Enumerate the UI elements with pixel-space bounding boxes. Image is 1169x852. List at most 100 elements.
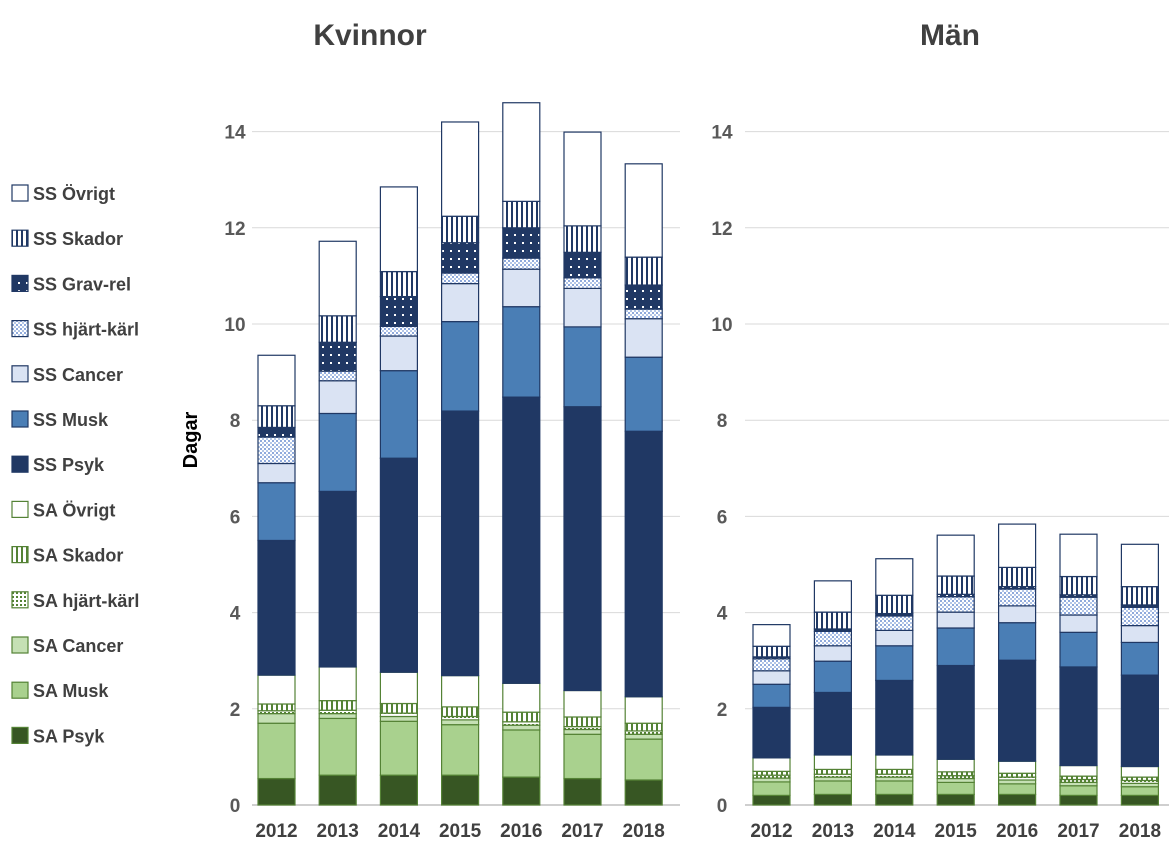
y-tick-label: 4 xyxy=(717,604,728,625)
bar-segment-sa-cancer xyxy=(318,713,357,720)
legend-label: SS hjärt-kärl xyxy=(33,320,139,340)
bar-segment-sa-ovrigt xyxy=(318,666,357,702)
bar-segment-ss-ovrigt xyxy=(875,558,914,596)
bar-segment-ss-psyk xyxy=(502,396,541,684)
bar-segment-sa-ovrigt xyxy=(1120,765,1160,778)
bar-segment-ss-musk xyxy=(624,356,663,432)
bar-segment-ss-ovrigt xyxy=(379,186,418,273)
legend-swatch xyxy=(11,410,29,428)
bar-segment-ss-cancer xyxy=(257,462,296,484)
bar-segment-ss-hjart-karl xyxy=(563,277,602,290)
panel-title: Män xyxy=(920,19,980,52)
bar-segment-ss-skador xyxy=(813,611,853,630)
legend-swatch xyxy=(11,636,29,654)
legend-item-sa-skador: SA Skador xyxy=(11,546,123,566)
x-tick-label: 2016 xyxy=(996,821,1038,842)
legend-item-ss-musk: SS Musk xyxy=(11,410,109,430)
bar-segment-sa-psyk xyxy=(1120,794,1160,806)
bar-segment-ss-hjart-karl xyxy=(997,588,1037,607)
bar-segment-ss-psyk xyxy=(563,406,602,692)
bar-segment-ss-musk xyxy=(1059,631,1098,668)
bar-segment-sa-psyk xyxy=(563,777,602,806)
bar-segment-sa-psyk xyxy=(257,777,296,806)
y-tick-label: 2 xyxy=(717,700,728,721)
x-tick-label: 2017 xyxy=(1057,821,1099,842)
x-tick-label: 2015 xyxy=(439,821,482,842)
x-tick-label: 2012 xyxy=(750,821,792,842)
bar-segment-ss-grav-rel xyxy=(563,251,602,279)
bar-segment-ss-hjart-karl xyxy=(875,615,914,631)
legend-swatch xyxy=(11,500,29,518)
legend-swatch xyxy=(11,455,29,473)
legend-swatch xyxy=(11,184,29,202)
y-tick-label: 6 xyxy=(717,507,728,528)
bar-segment-sa-ovrigt xyxy=(257,674,296,705)
bar-segment-ss-skador xyxy=(563,225,602,253)
bar-segment-sa-psyk xyxy=(875,793,914,806)
y-tick-label: 4 xyxy=(230,604,241,625)
bar-segment-ss-skador xyxy=(1120,586,1160,606)
y-tick-label: 12 xyxy=(711,219,732,240)
legend-label: SS Övrigt xyxy=(33,184,115,204)
bar-segment-sa-psyk xyxy=(379,774,418,806)
bar-segment-ss-cancer xyxy=(1120,624,1160,644)
bar-segment-ss-ovrigt xyxy=(563,131,602,227)
bar-segment-sa-cancer xyxy=(257,713,296,724)
bar-segment-ss-skador xyxy=(257,405,296,429)
legend-item-ss-ovrigt: SS Övrigt xyxy=(11,184,115,204)
bar-segment-ss-psyk xyxy=(379,457,418,673)
legend-label: SA Skador xyxy=(33,546,123,566)
legend-label: SA hjärt-kärl xyxy=(33,591,139,611)
x-tick-label: 2018 xyxy=(623,821,665,842)
bar-segment-ss-hjart-karl xyxy=(257,436,296,465)
bar-segment-ss-cancer xyxy=(624,318,663,358)
bar-segment-ss-ovrigt xyxy=(997,523,1037,568)
bar-segment-sa-ovrigt xyxy=(502,682,541,713)
bar-segment-ss-grav-rel xyxy=(318,341,357,372)
legend-item-ss-hjart-karl: SS hjärt-kärl xyxy=(11,320,139,340)
bar-segment-ss-hjart-karl xyxy=(502,257,541,270)
legend-label: SS Psyk xyxy=(33,455,105,475)
bar-segment-ss-grav-rel xyxy=(257,426,296,438)
legend-swatch xyxy=(11,229,29,247)
bar-segment-ss-hjart-karl xyxy=(318,370,357,382)
legend-swatch xyxy=(11,591,29,609)
bar-segment-sa-musk xyxy=(1059,785,1098,796)
legend-swatch xyxy=(11,320,29,338)
bar-segment-ss-skador xyxy=(936,575,975,595)
bar-segment-ss-cancer xyxy=(379,335,418,372)
bar-segment-sa-musk xyxy=(502,729,541,778)
y-tick-label: 12 xyxy=(224,219,245,240)
legend-item-sa-hjart-karl: SA hjärt-kärl xyxy=(11,591,139,611)
bar-segment-ss-ovrigt xyxy=(813,580,853,613)
bar-segment-ss-psyk xyxy=(997,659,1037,762)
bar-segment-sa-musk xyxy=(318,717,357,776)
bar-segment-ss-ovrigt xyxy=(624,163,663,258)
legend-label: SA Psyk xyxy=(33,726,105,746)
bar-segment-ss-musk xyxy=(379,370,418,459)
x-tick-label: 2013 xyxy=(317,821,359,842)
bar-segment-sa-skador xyxy=(318,700,357,711)
bar-segment-ss-cancer xyxy=(752,670,791,685)
legend-item-sa-ovrigt: SA Övrigt xyxy=(11,500,115,520)
bar-segment-sa-ovrigt xyxy=(624,696,663,724)
legend-item-ss-cancer: SS Cancer xyxy=(11,365,123,385)
bar-segment-ss-musk xyxy=(752,683,791,708)
bar-segment-ss-skador xyxy=(752,645,791,658)
bar-segment-ss-cancer xyxy=(813,645,853,662)
bar-segment-ss-hjart-karl xyxy=(752,658,791,672)
legend-item-ss-psyk: SS Psyk xyxy=(11,455,105,475)
bar-segment-sa-musk xyxy=(563,733,602,780)
panel-man: Män 0 2 4 6 8 10 12 14 2012 2013 2014 2015 2016 2017 20… xyxy=(711,19,1169,842)
bar-segment-ss-cancer xyxy=(997,605,1037,624)
bar-segment-ss-hjart-karl xyxy=(1120,606,1160,627)
bar-segment-sa-ovrigt xyxy=(997,760,1037,774)
bar-segment-ss-ovrigt xyxy=(441,121,480,217)
y-tick-label: 14 xyxy=(711,123,733,144)
bar-segment-sa-psyk xyxy=(997,793,1037,806)
bar-segment-ss-hjart-karl xyxy=(1059,596,1098,616)
bar-segment-sa-musk xyxy=(752,781,791,796)
bar-segment-ss-psyk xyxy=(1120,674,1160,768)
bar-segment-ss-grav-rel xyxy=(441,242,480,274)
